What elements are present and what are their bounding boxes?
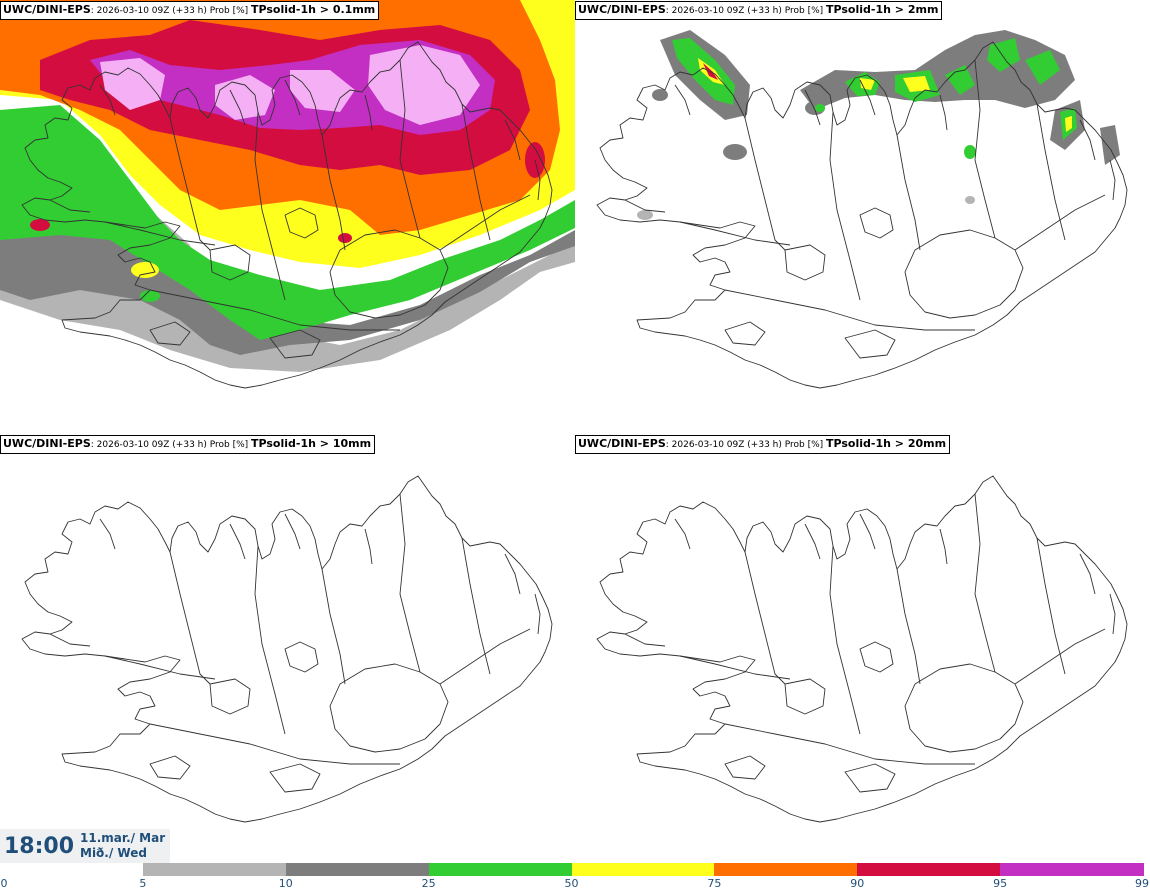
prob-area-25 xyxy=(140,290,160,302)
prob-area-50 xyxy=(903,76,930,92)
colorbar-segment xyxy=(571,863,715,876)
map-panel-10mm: UWC/DINI-EPS: 2026-03-10 09Z (+33 h) Pro… xyxy=(0,434,575,866)
colorbar-segment xyxy=(428,863,572,876)
prob-area-25 xyxy=(964,145,976,159)
prob-area-50 xyxy=(1065,116,1072,132)
prob-area-5 xyxy=(637,210,653,220)
probability-field-10mm xyxy=(21,475,553,823)
colorbar-tick-label: 50 xyxy=(564,877,579,890)
prob-area-10 xyxy=(0,150,575,355)
colorbar-tick-label: 95 xyxy=(993,877,1008,890)
prob-area-25 xyxy=(1025,50,1060,85)
colorbar-tick-label: 0 xyxy=(0,877,8,890)
prob-area-10 xyxy=(1100,125,1120,165)
no-prob-area xyxy=(0,300,240,420)
prob-area-50 xyxy=(131,262,159,278)
map-panel-20mm: UWC/DINI-EPS: 2026-03-10 09Z (+33 h) Pro… xyxy=(575,434,1150,866)
prob-area-99 xyxy=(100,58,165,110)
colorbar: 0 5 10 25 50 75 90 95 99 xyxy=(0,863,1150,891)
probability-field-0p1mm xyxy=(0,0,575,420)
panel-title: UWC/DINI-EPS: 2026-03-10 09Z (+33 h) Pro… xyxy=(575,435,951,454)
prob-area-25 xyxy=(815,104,825,112)
prob-area-10 xyxy=(652,89,668,101)
map-panel-2mm: UWC/DINI-EPS: 2026-03-10 09Z (+33 h) Pro… xyxy=(575,0,1150,432)
prob-area-90 xyxy=(338,233,352,243)
valid-date-line2: Mið./ Wed xyxy=(80,846,147,860)
colorbar-tick-label: 25 xyxy=(421,877,436,890)
prob-area-25 xyxy=(0,105,575,340)
panel-title: UWC/DINI-EPS: 2026-03-10 09Z (+33 h) Pro… xyxy=(0,1,380,20)
colorbar-segment xyxy=(142,863,287,876)
prob-area-25 xyxy=(945,65,975,95)
valid-time-box: 18:00 11.mar./ Mar Mið./ Wed xyxy=(0,829,170,863)
coastline xyxy=(596,475,1128,823)
prob-area-90 xyxy=(30,219,50,231)
colorbar-tick-label: 90 xyxy=(850,877,865,890)
map-panel-0p1mm: UWC/DINI-EPS: 2026-03-10 09Z (+33 h) Pro… xyxy=(0,0,575,432)
panel-title: UWC/DINI-EPS: 2026-03-10 09Z (+33 h) Pro… xyxy=(575,1,943,20)
prob-area-5 xyxy=(0,140,575,372)
colorbar-segment xyxy=(285,863,430,876)
valid-time: 18:00 xyxy=(4,834,75,859)
colorbar-segment xyxy=(714,863,858,876)
colorbar-segment xyxy=(857,863,1001,876)
panel-title: UWC/DINI-EPS: 2026-03-10 09Z (+33 h) Pro… xyxy=(0,435,376,454)
colorbar-tick-label: 10 xyxy=(278,877,293,890)
prob-area-99 xyxy=(368,45,480,125)
prob-area-25 xyxy=(987,38,1020,72)
valid-date-line1: 11.mar./ Mar xyxy=(80,831,166,845)
prob-area-10 xyxy=(723,144,747,160)
colorbar-tick-label: 99 xyxy=(1135,877,1149,890)
colorbar-segment xyxy=(0,863,144,876)
probability-field-2mm xyxy=(596,30,1128,389)
colorbar-segment xyxy=(1000,863,1144,876)
probability-field-20mm xyxy=(596,475,1128,823)
prob-area-99 xyxy=(215,75,275,120)
coastline xyxy=(21,475,553,823)
colorbar-tick-label: 5 xyxy=(139,877,147,890)
prob-area-5 xyxy=(965,196,975,204)
colorbar-tick-label: 75 xyxy=(707,877,722,890)
